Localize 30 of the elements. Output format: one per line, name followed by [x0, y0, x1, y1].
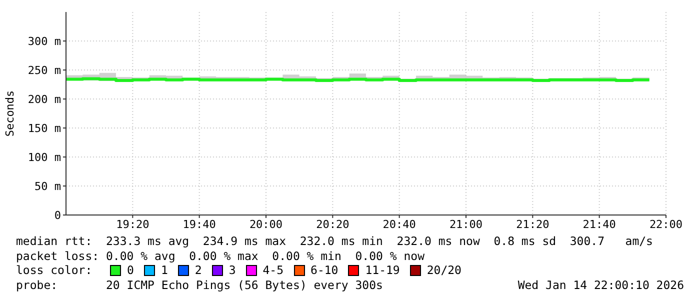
text: median rtt: 233.3 ms avg 234.9 ms max 232.0 ms min 232.0 ms now 0.8 ms sd 300.7 am/s	[16, 234, 654, 248]
x-tick-label: 20:00	[249, 218, 283, 231]
legend-label: 6-10	[310, 263, 338, 278]
x-tick-label: 21:40	[582, 218, 616, 231]
legend-label: 3	[228, 263, 236, 278]
legend-label: 1	[160, 263, 168, 278]
y-tick-label: 300 m	[28, 34, 62, 48]
y-tick-label: 50 m	[34, 180, 62, 193]
y-tick-label: 150 m	[28, 122, 62, 135]
x-tick-label: 20:40	[382, 218, 416, 231]
legend-label: 20/20	[426, 263, 462, 278]
y-tick-label: 200 m	[28, 92, 62, 106]
legend-label: 4-5	[262, 263, 284, 278]
x-tick-label: 19:20	[116, 218, 150, 231]
text: Wed Jan 14 22:00:10 2026	[518, 278, 684, 292]
y-axis-title: Seconds	[4, 90, 17, 137]
text: probe: 20 ICMP Echo Pings (56 Bytes) every 300s	[16, 278, 383, 292]
y-tick-label: 0	[54, 208, 61, 222]
legend-label: 2	[194, 263, 202, 278]
text: packet loss: 0.00 % avg 0.00 % max 0.00 % min 0.00 % now	[16, 248, 426, 263]
legend-label: 0	[126, 263, 134, 278]
y-tick-label: 100 m	[28, 150, 62, 164]
x-tick-label: 20:20	[316, 218, 350, 231]
x-tick-label: 22:00	[649, 218, 683, 231]
y-tick-label: 250 m	[28, 64, 62, 77]
x-tick-label: 21:00	[449, 218, 483, 231]
x-tick-label: 19:40	[182, 218, 216, 231]
legend-label: 11-19	[364, 263, 400, 278]
x-tick-label: 21:20	[516, 218, 550, 231]
legend-title: loss color:	[16, 263, 94, 278]
